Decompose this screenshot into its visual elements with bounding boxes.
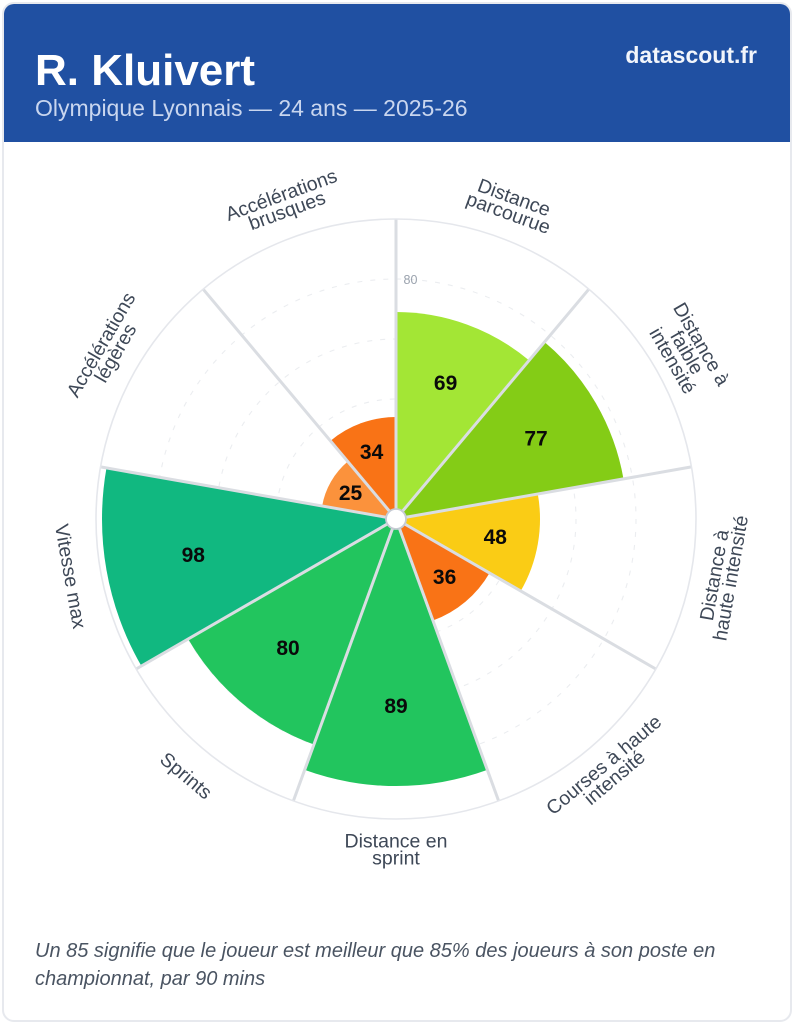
svg-text:80: 80 (404, 273, 418, 287)
svg-text:Sprints: Sprints (155, 748, 216, 804)
svg-text:25: 25 (339, 482, 363, 505)
svg-text:Accélérationslégères: Accélérationslégères (63, 289, 155, 410)
svg-text:Accélérationsbrusques: Accélérationsbrusques (223, 165, 346, 241)
svg-text:48: 48 (484, 526, 508, 549)
svg-text:89: 89 (384, 695, 407, 718)
svg-text:Distance àhaute intensité: Distance àhaute intensité (693, 511, 753, 643)
svg-text:Vitesse max: Vitesse max (50, 522, 90, 630)
svg-text:98: 98 (182, 544, 206, 567)
svg-text:36: 36 (433, 566, 456, 589)
svg-text:77: 77 (524, 427, 547, 450)
svg-text:Distance àfaibleintensité: Distance àfaibleintensité (640, 299, 734, 407)
svg-text:34: 34 (360, 441, 384, 464)
svg-text:80: 80 (276, 637, 299, 660)
svg-text:Distanceparcourue: Distanceparcourue (463, 173, 559, 239)
svg-text:69: 69 (434, 372, 457, 395)
